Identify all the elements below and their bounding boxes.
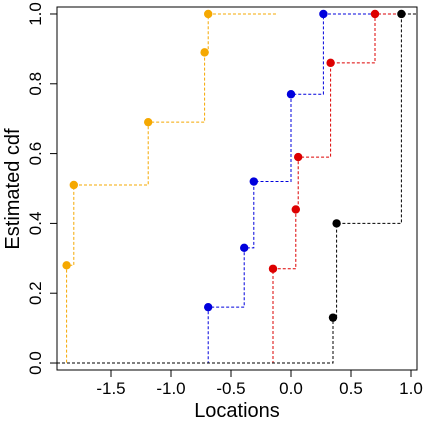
series-0-step-line bbox=[57, 13, 277, 364]
y-tick-label: 0.8 bbox=[26, 72, 45, 96]
series-1-point bbox=[286, 90, 296, 99]
series-2-point bbox=[370, 9, 380, 19]
series-0-point bbox=[62, 261, 71, 270]
series-2-point bbox=[326, 58, 335, 68]
series-1-point bbox=[240, 243, 249, 253]
series-3-step-line bbox=[57, 13, 417, 364]
x-tick-label: 1.0 bbox=[399, 379, 423, 398]
series-3-point bbox=[328, 313, 338, 322]
x-tick-label: 0.0 bbox=[279, 379, 303, 398]
series-0-point bbox=[204, 9, 213, 19]
series-1-step-line bbox=[177, 13, 417, 364]
series-2-point bbox=[268, 264, 278, 273]
series-3-point bbox=[332, 219, 341, 228]
y-axis-title: Estimated cdf bbox=[2, 128, 24, 250]
series-3-point bbox=[397, 9, 406, 19]
y-tick-label: 0.4 bbox=[26, 212, 45, 236]
x-tick-label: -1.0 bbox=[156, 379, 185, 398]
y-tick-label: 0.0 bbox=[26, 351, 45, 375]
plot-frame bbox=[56, 6, 418, 371]
series-2-point bbox=[291, 205, 300, 214]
series-2-step-line bbox=[177, 13, 417, 364]
x-tick-label: 0.5 bbox=[339, 379, 363, 398]
series-0-point bbox=[144, 117, 153, 127]
x-tick-label: -1.5 bbox=[96, 379, 125, 398]
y-tick-label: 0.6 bbox=[26, 142, 45, 166]
series-0-point bbox=[200, 48, 209, 57]
y-axis: 0.0 0.2 0.4 0.6 0.8 1.0 bbox=[26, 2, 57, 375]
y-tick-label: 1.0 bbox=[26, 2, 45, 26]
x-tick-label: -0.5 bbox=[216, 379, 245, 398]
series-layer bbox=[57, 9, 417, 364]
x-axis: -1.5 -1.0 -0.5 0.0 0.5 1.0 bbox=[96, 370, 423, 398]
series-1-point bbox=[204, 302, 213, 312]
x-axis-title: Locations bbox=[194, 400, 280, 422]
series-1-point bbox=[249, 177, 258, 186]
series-1-point bbox=[319, 9, 328, 19]
y-tick-label: 0.2 bbox=[26, 281, 45, 305]
series-2-point bbox=[294, 152, 303, 162]
series-0-point bbox=[69, 180, 79, 190]
